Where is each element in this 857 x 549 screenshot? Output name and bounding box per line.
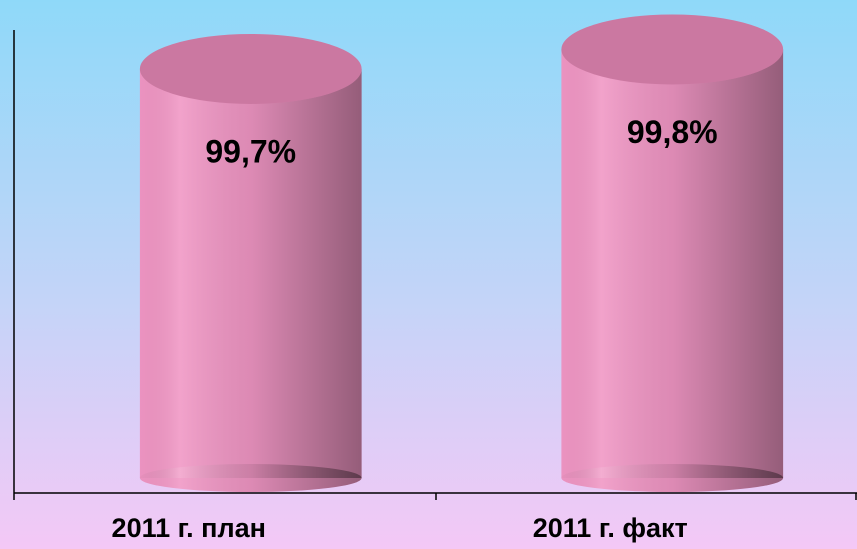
value-label: 99,8% [627, 114, 718, 150]
cylinder-base-shade [139, 464, 362, 492]
cylinder-top [561, 14, 784, 85]
cylinder-shade [561, 49, 784, 478]
cylinder-base-shade [561, 464, 784, 492]
cylinder-top-shade [561, 14, 784, 85]
cylinder [561, 14, 784, 492]
cylinder-top-shade [139, 33, 362, 104]
plot-area [139, 14, 784, 492]
value-label: 99,7% [205, 133, 296, 169]
cylinder [139, 33, 362, 492]
x-tick-label: 2011 г. план [112, 513, 266, 543]
cylinder-top [139, 33, 362, 104]
x-tick-label: 2011 г. факт [533, 513, 688, 543]
cylinder-shade [139, 68, 362, 479]
